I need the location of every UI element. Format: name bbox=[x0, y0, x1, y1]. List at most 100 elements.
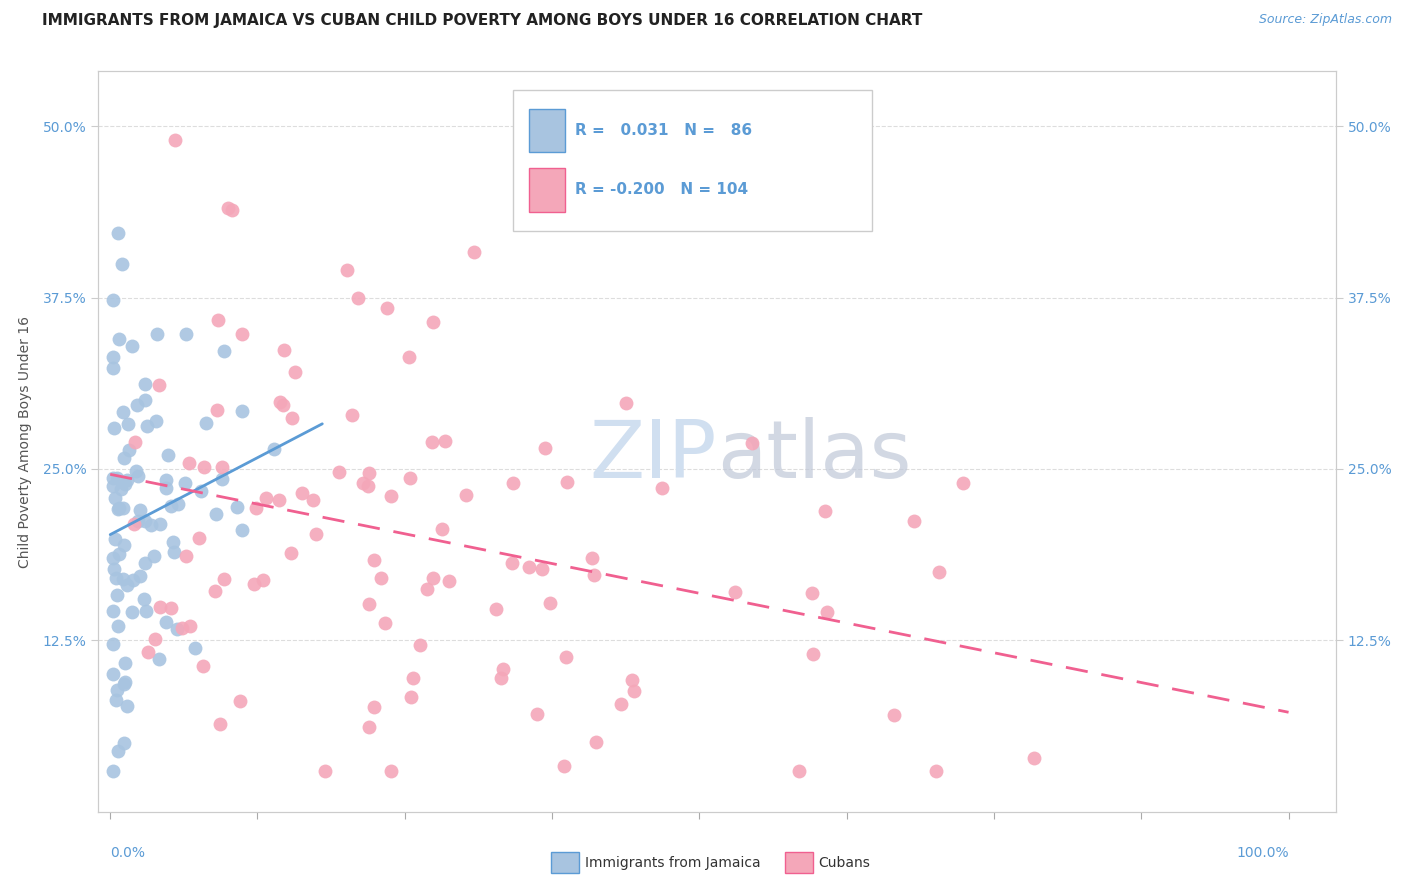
Point bbox=[263, 442, 285, 456]
Point bbox=[104, 571, 127, 585]
Point bbox=[380, 764, 402, 778]
Point bbox=[136, 645, 159, 659]
Point bbox=[416, 582, 439, 597]
Point bbox=[174, 326, 197, 341]
Point bbox=[105, 588, 128, 602]
Point bbox=[105, 683, 128, 698]
Point bbox=[112, 405, 135, 419]
Point bbox=[114, 656, 136, 670]
Point bbox=[375, 301, 398, 315]
Point bbox=[398, 471, 420, 485]
Point bbox=[724, 585, 747, 599]
Point bbox=[336, 263, 359, 277]
Text: IMMIGRANTS FROM JAMAICA VS CUBAN CHILD POVERTY AMONG BOYS UNDER 16 CORRELATION C: IMMIGRANTS FROM JAMAICA VS CUBAN CHILD P… bbox=[42, 13, 922, 29]
Point bbox=[501, 556, 523, 570]
Text: 100.0%: 100.0% bbox=[1236, 846, 1288, 860]
Point bbox=[314, 764, 336, 778]
Point bbox=[184, 641, 207, 656]
Point bbox=[340, 408, 363, 422]
Point bbox=[104, 693, 127, 707]
Point bbox=[226, 500, 249, 514]
Point bbox=[101, 637, 124, 651]
Point bbox=[134, 514, 156, 528]
Point bbox=[145, 414, 167, 428]
Point bbox=[136, 418, 159, 433]
Point bbox=[157, 448, 180, 462]
Point bbox=[346, 291, 368, 305]
Point bbox=[155, 473, 177, 487]
Point bbox=[231, 404, 253, 418]
Point bbox=[398, 350, 420, 364]
Point bbox=[115, 698, 138, 713]
Point bbox=[103, 562, 125, 576]
Point bbox=[373, 616, 395, 631]
Point bbox=[328, 465, 350, 479]
Point bbox=[252, 573, 274, 587]
Point bbox=[1022, 751, 1045, 765]
Point bbox=[114, 477, 136, 491]
Point bbox=[533, 441, 555, 455]
Point bbox=[179, 619, 201, 633]
Point bbox=[187, 531, 209, 545]
Point bbox=[107, 502, 129, 516]
Point bbox=[582, 568, 605, 582]
Point bbox=[112, 538, 135, 552]
Point bbox=[163, 544, 186, 558]
Point bbox=[273, 343, 295, 357]
Point bbox=[162, 534, 184, 549]
Point bbox=[174, 475, 197, 490]
Point bbox=[191, 658, 214, 673]
Point bbox=[155, 615, 177, 629]
Point bbox=[209, 717, 232, 731]
Point bbox=[281, 410, 304, 425]
Point bbox=[245, 500, 267, 515]
Text: Immigrants from Jamaica: Immigrants from Jamaica bbox=[585, 855, 761, 870]
Point bbox=[433, 434, 456, 448]
Point bbox=[107, 332, 129, 346]
Point bbox=[814, 504, 837, 518]
Point bbox=[380, 489, 402, 503]
Point bbox=[801, 586, 824, 600]
Point bbox=[101, 350, 124, 364]
Point bbox=[122, 573, 145, 587]
Point bbox=[112, 735, 135, 749]
Point bbox=[463, 244, 485, 259]
Text: R =   0.031   N =   86: R = 0.031 N = 86 bbox=[575, 123, 752, 138]
Point bbox=[134, 556, 156, 570]
Point bbox=[370, 571, 392, 585]
Point bbox=[422, 571, 444, 585]
Point bbox=[166, 497, 188, 511]
Point bbox=[141, 518, 163, 533]
Point bbox=[148, 378, 170, 392]
Point bbox=[124, 516, 146, 531]
Point bbox=[107, 226, 129, 240]
Point bbox=[195, 416, 218, 430]
Point bbox=[127, 398, 149, 412]
Point bbox=[135, 604, 157, 618]
Point bbox=[172, 622, 194, 636]
Point bbox=[134, 376, 156, 391]
Point bbox=[280, 546, 302, 560]
Point bbox=[101, 764, 124, 778]
Point bbox=[229, 694, 252, 708]
Point bbox=[302, 492, 325, 507]
Y-axis label: Child Poverty Among Boys Under 16: Child Poverty Among Boys Under 16 bbox=[18, 316, 31, 567]
Point bbox=[439, 574, 461, 588]
Point bbox=[125, 464, 148, 478]
Point bbox=[801, 648, 824, 662]
Point bbox=[112, 677, 135, 691]
Point bbox=[104, 532, 127, 546]
Text: Source: ZipAtlas.com: Source: ZipAtlas.com bbox=[1258, 13, 1392, 27]
Point bbox=[553, 759, 575, 773]
Point bbox=[111, 500, 134, 515]
Point bbox=[205, 403, 228, 417]
Point bbox=[363, 553, 385, 567]
Point bbox=[212, 344, 235, 359]
Point bbox=[107, 618, 129, 632]
Point bbox=[118, 443, 141, 458]
Point bbox=[129, 503, 152, 517]
Point bbox=[145, 632, 167, 647]
Point bbox=[925, 764, 948, 778]
Point bbox=[107, 501, 129, 516]
Point bbox=[105, 470, 128, 484]
